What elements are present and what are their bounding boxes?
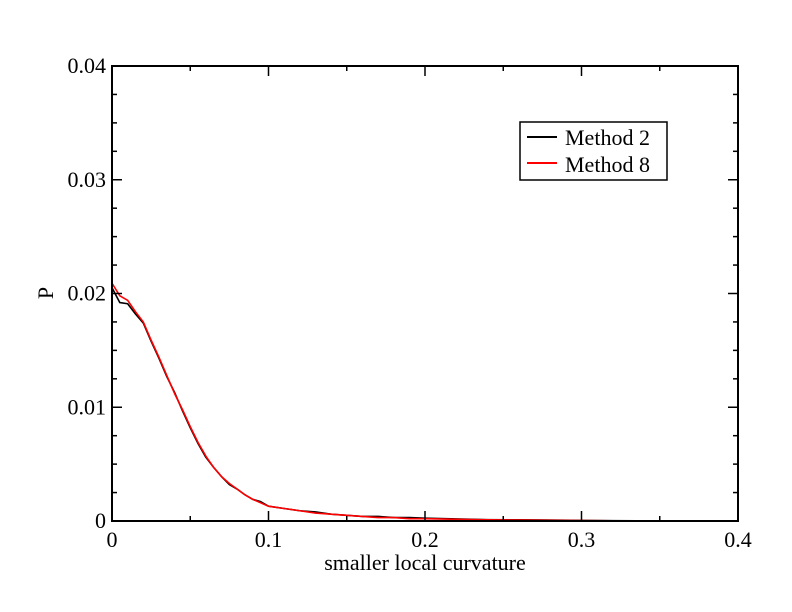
legend-label-method-8: Method 8 bbox=[565, 152, 650, 177]
y-tick-label: 0 bbox=[95, 508, 106, 533]
x-axis-label: smaller local curvature bbox=[324, 550, 526, 575]
y-tick-label: 0.01 bbox=[68, 394, 107, 419]
legend-label-method-2: Method 2 bbox=[565, 125, 650, 150]
series-line-method-8 bbox=[111, 282, 645, 522]
legend-box bbox=[519, 121, 668, 181]
y-tick-label: 0.04 bbox=[68, 53, 107, 78]
x-tick-label: 0.2 bbox=[411, 527, 439, 552]
x-tick-label: 0.3 bbox=[568, 527, 596, 552]
y-tick-label: 0.03 bbox=[68, 167, 107, 192]
y-tick-label: 0.02 bbox=[68, 281, 107, 306]
x-tick-label: 0 bbox=[107, 527, 118, 552]
y-axis-label: P bbox=[33, 287, 58, 299]
x-tick-label: 0.4 bbox=[724, 527, 752, 552]
legend: Method 2 Method 8 bbox=[519, 121, 668, 181]
x-tick-label: 0.1 bbox=[255, 527, 283, 552]
